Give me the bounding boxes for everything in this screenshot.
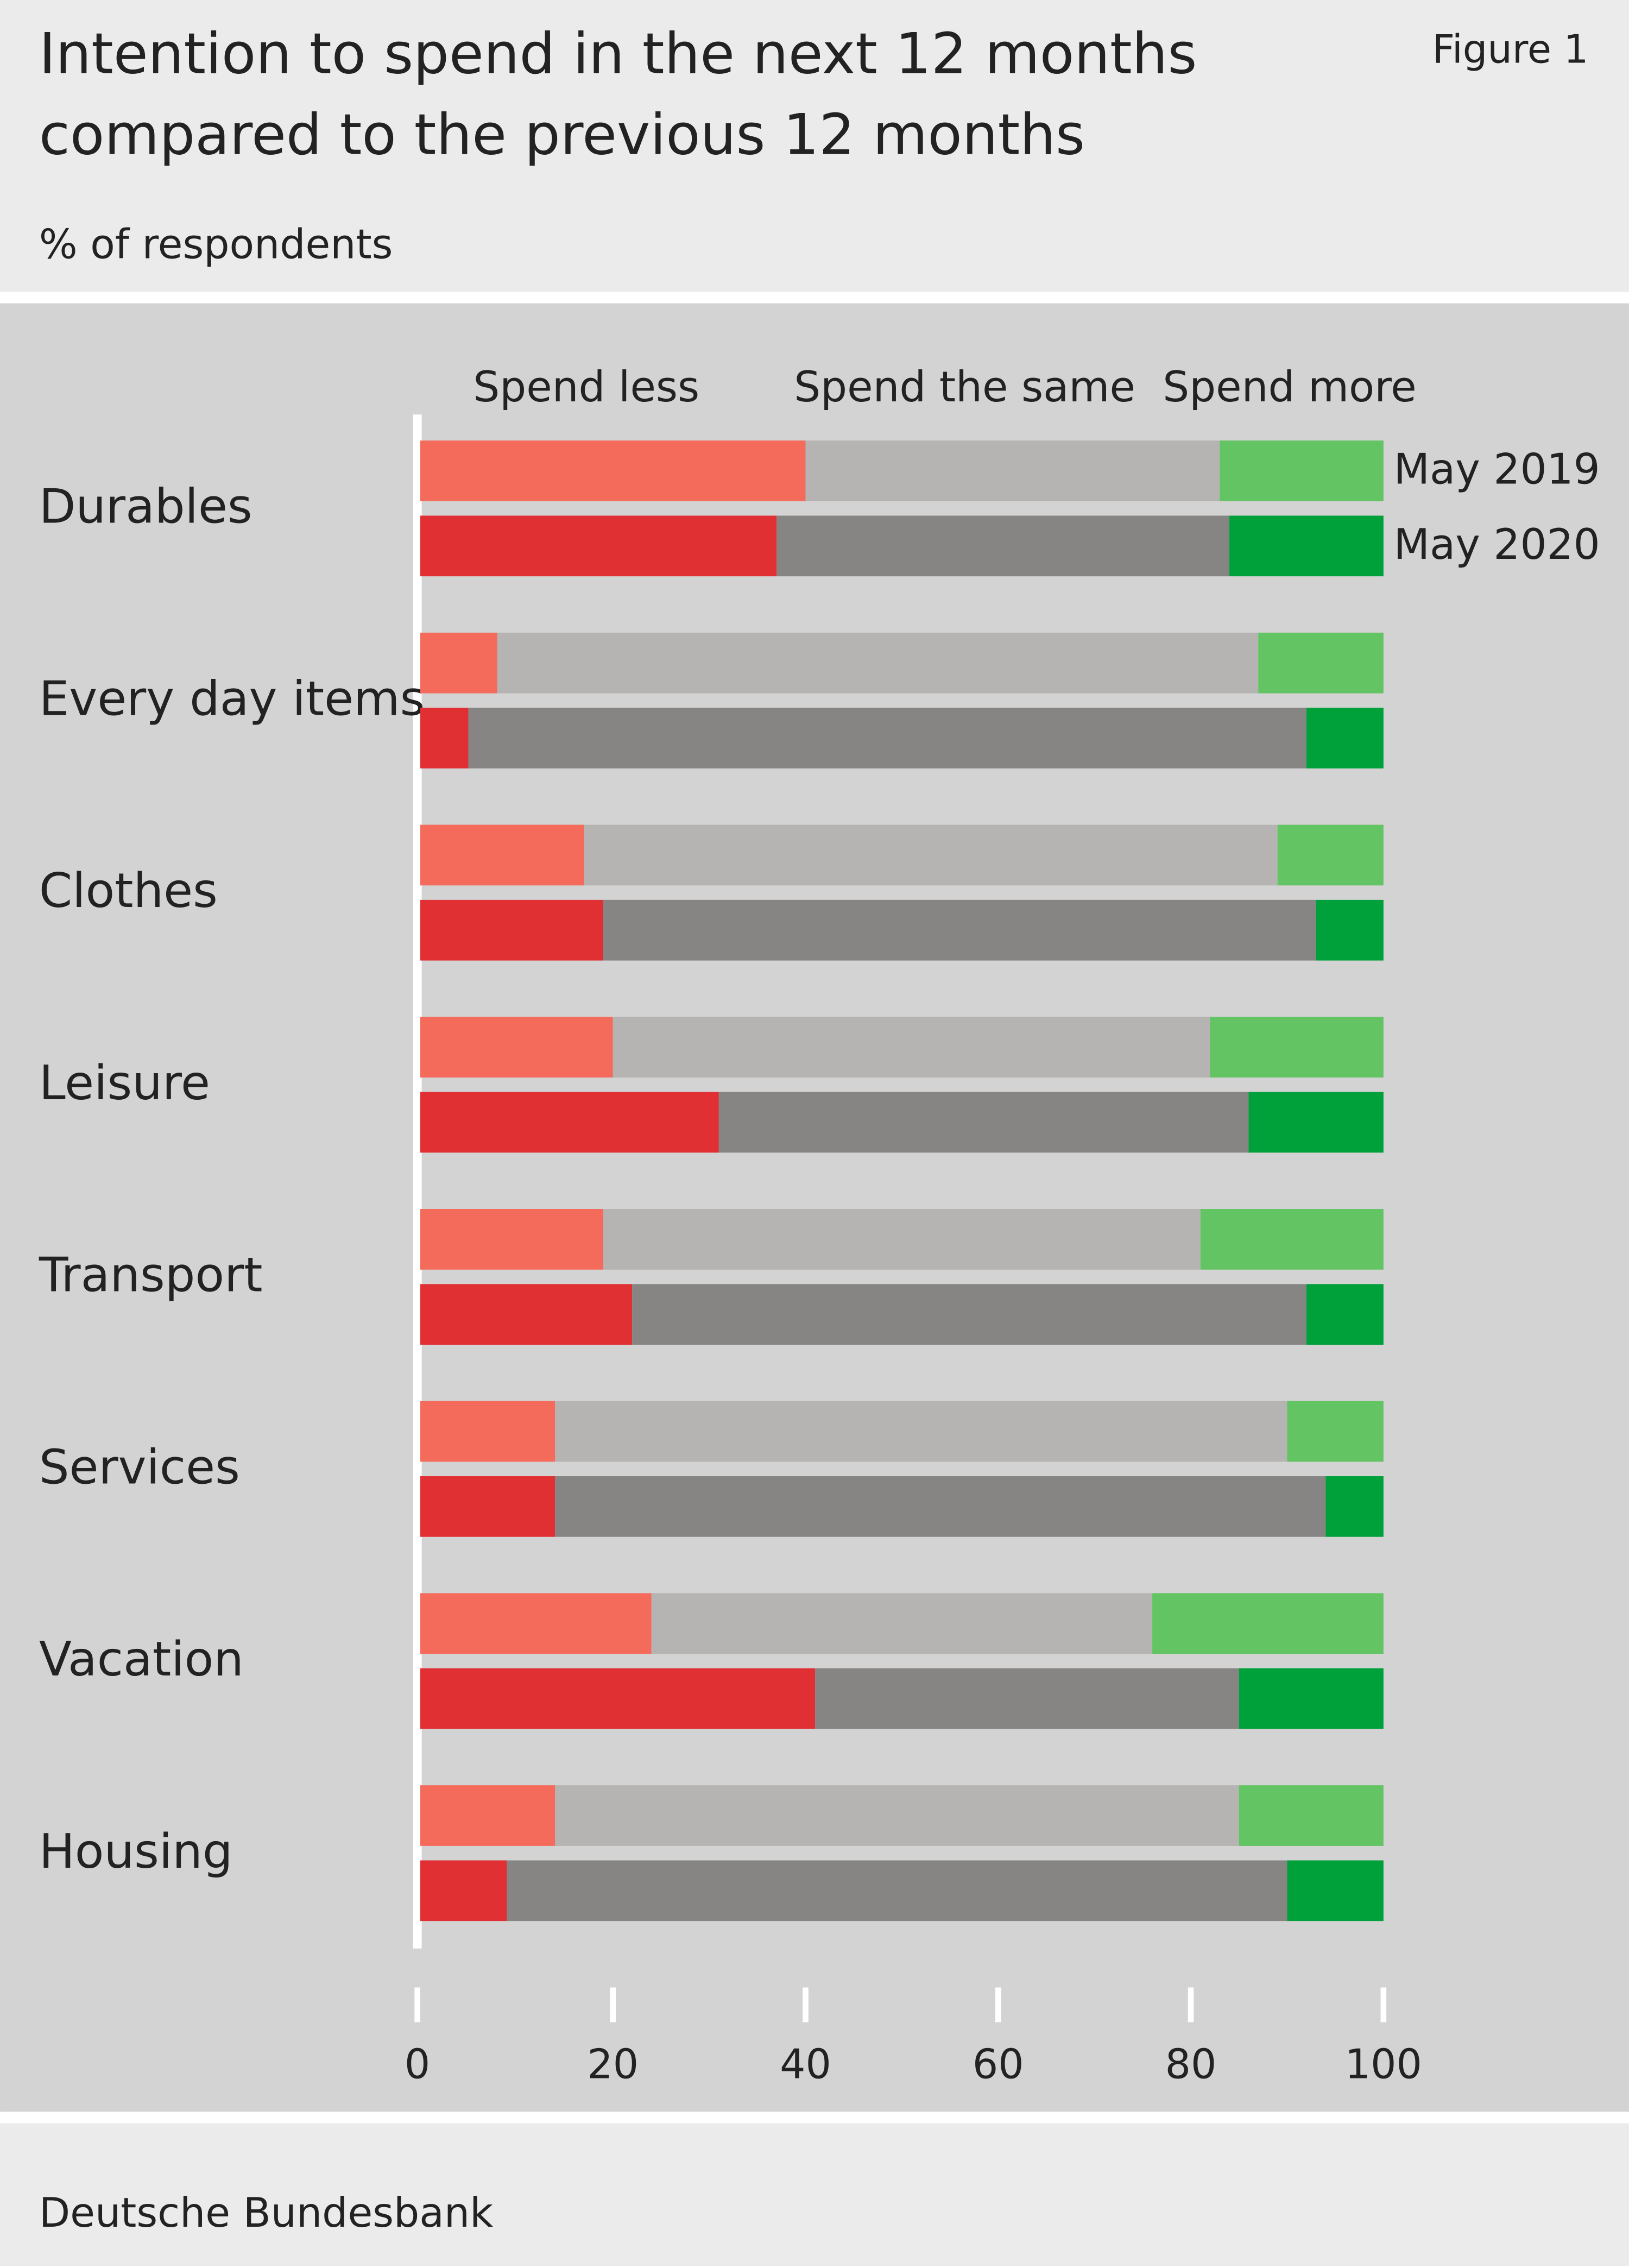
- bar-segment: [497, 632, 1259, 694]
- x-tick-label: 0: [405, 2040, 430, 2088]
- header-bg: [0, 0, 1629, 292]
- bar-segment: [1229, 515, 1384, 577]
- bar-segment: [507, 1860, 1287, 1922]
- category-label: Clothes: [39, 863, 218, 918]
- bar-segment: [603, 899, 1316, 961]
- bar-segment: [420, 1209, 603, 1270]
- bar-segment: [420, 440, 806, 501]
- x-tick-label: 60: [973, 2040, 1024, 2088]
- bar-segment: [584, 824, 1278, 886]
- bar-segment: [1239, 1785, 1384, 1846]
- category-label: Services: [39, 1439, 240, 1495]
- bar-segment: [420, 1593, 652, 1654]
- segment-header: Spend the same: [794, 363, 1135, 412]
- bar-segment: [603, 1209, 1201, 1270]
- category-label: Transport: [39, 1248, 263, 1303]
- bar-segment: [805, 440, 1220, 501]
- bar-segment: [1248, 1092, 1384, 1153]
- bar-segment: [420, 1401, 555, 1462]
- bar-segment: [420, 824, 584, 886]
- bar-segment: [776, 515, 1230, 577]
- bar-segment: [420, 1668, 816, 1729]
- bar-segment: [555, 1401, 1287, 1462]
- x-tick-label: 20: [587, 2040, 639, 2088]
- source: Deutsche Bundesbank: [39, 2189, 493, 2236]
- x-tick-label: 80: [1165, 2040, 1217, 2088]
- category-label: Every day items: [39, 671, 425, 726]
- bar-segment: [420, 1284, 633, 1345]
- chart-title: compared to the previous 12 months: [39, 103, 1085, 168]
- period-label: May 2019: [1393, 445, 1600, 494]
- bar-segment: [1287, 1860, 1384, 1922]
- bar-segment: [420, 1476, 555, 1537]
- segment-header: Spend less: [473, 363, 699, 412]
- bar-segment: [1287, 1401, 1384, 1462]
- bar-segment: [1220, 440, 1384, 501]
- bar-segment: [420, 1092, 719, 1153]
- bar-segment: [632, 1284, 1306, 1345]
- bar-segment: [420, 632, 497, 694]
- period-label: May 2020: [1393, 520, 1600, 569]
- bar-segment: [420, 515, 777, 577]
- chart-title: Intention to spend in the next 12 months: [39, 22, 1197, 87]
- bar-segment: [1277, 824, 1384, 886]
- bar-segment: [815, 1668, 1239, 1729]
- category-label: Vacation: [39, 1631, 244, 1687]
- bar-segment: [1210, 1017, 1384, 1078]
- bar-segment: [1325, 1476, 1384, 1537]
- bar-segment: [718, 1092, 1249, 1153]
- footer-bg: [0, 2123, 1629, 2266]
- bar-segment: [420, 1017, 613, 1078]
- bar-segment: [420, 1860, 507, 1922]
- category-label: Housing: [39, 1824, 233, 1879]
- bar-segment: [1200, 1209, 1384, 1270]
- subtitle: % of respondents: [39, 220, 393, 268]
- category-label: Leisure: [39, 1055, 210, 1111]
- bar-segment: [613, 1017, 1210, 1078]
- figure-label: Figure 1: [1432, 26, 1589, 72]
- axis-line: [413, 414, 422, 1949]
- category-label: Durables: [39, 479, 252, 534]
- bar-segment: [1239, 1668, 1384, 1729]
- segment-header: Spend more: [1163, 363, 1416, 412]
- bar-segment: [555, 1476, 1326, 1537]
- x-tick-label: 40: [780, 2040, 831, 2088]
- bar-segment: [1306, 1284, 1384, 1345]
- bar-segment: [420, 899, 603, 961]
- bar-segment: [1152, 1593, 1384, 1654]
- bar-segment: [555, 1785, 1239, 1846]
- bar-segment: [420, 1785, 555, 1846]
- bar-segment: [1306, 708, 1384, 768]
- bar-segment: [651, 1593, 1153, 1654]
- bar-segment: [1258, 632, 1384, 694]
- bar-segment: [1316, 899, 1384, 961]
- x-tick-label: 100: [1345, 2040, 1422, 2088]
- bar-segment: [420, 708, 469, 768]
- bar-segment: [468, 708, 1306, 768]
